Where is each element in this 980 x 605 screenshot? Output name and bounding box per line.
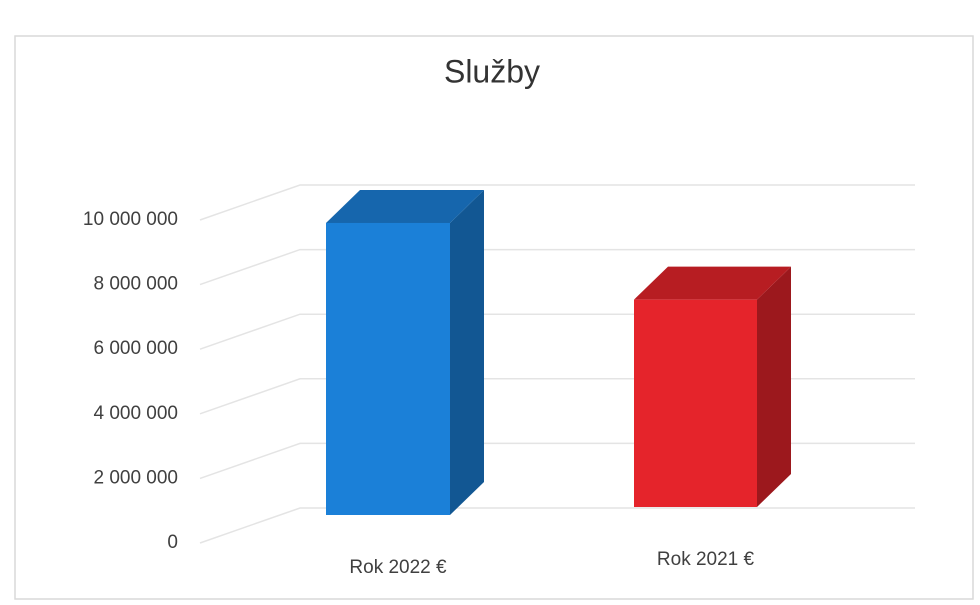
- y-tick-label: 4 000 000: [93, 403, 178, 424]
- chart-title: Služby: [444, 53, 540, 89]
- y-tick-label: 0: [167, 532, 178, 553]
- grid-line: [199, 184, 915, 221]
- y-tick-label: 8 000 000: [93, 274, 178, 295]
- chart-frame: [14, 35, 974, 600]
- bar-front: [326, 222, 450, 515]
- x-tick-label: Rok 2021 €: [657, 549, 755, 570]
- grid-line: [199, 507, 915, 544]
- bar-front: [634, 299, 757, 507]
- x-tick-label: Rok 2022 €: [349, 557, 447, 578]
- y-tick-label: 10 000 000: [83, 209, 178, 230]
- y-tick-label: 2 000 000: [93, 467, 178, 488]
- y-tick-label: 6 000 000: [93, 338, 178, 359]
- bar-top: [326, 189, 484, 223]
- bar: [326, 189, 484, 515]
- grid-line: [199, 248, 915, 286]
- bar: [634, 266, 791, 507]
- bar-side: [450, 189, 484, 515]
- bar-side: [757, 266, 791, 507]
- bar-top: [634, 266, 791, 300]
